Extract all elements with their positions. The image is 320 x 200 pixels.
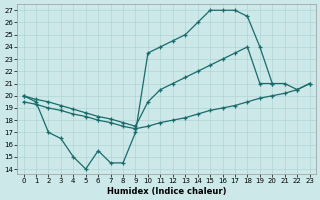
X-axis label: Humidex (Indice chaleur): Humidex (Indice chaleur): [107, 187, 226, 196]
